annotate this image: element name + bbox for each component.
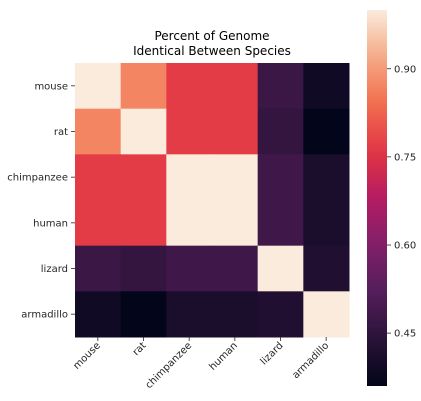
heatmap-cell-lizard-armadillo bbox=[303, 245, 350, 292]
heatmap-cell-chimpanzee-human bbox=[212, 154, 259, 201]
heatmap-cell-mouse-human bbox=[212, 63, 259, 110]
heatmap-cell-lizard-mouse bbox=[75, 245, 122, 292]
y-tick-label: armadillo bbox=[21, 310, 68, 321]
heatmap-cell-mouse-chimpanzee bbox=[166, 63, 213, 110]
heatmap-cell-chimpanzee-lizard bbox=[257, 154, 304, 201]
x-tick-label: human bbox=[208, 340, 240, 372]
heatmap-cell-human-mouse bbox=[75, 200, 122, 247]
heatmap-cell-armadillo-chimpanzee bbox=[166, 291, 213, 338]
heatmap-cell-rat-human bbox=[212, 108, 259, 155]
heatmap-cell-rat-lizard bbox=[257, 108, 304, 155]
heatmap-cell-rat-chimpanzee bbox=[166, 108, 213, 155]
heatmap-cell-human-chimpanzee bbox=[166, 200, 213, 247]
y-tick-label: chimpanzee bbox=[7, 173, 68, 184]
heatmap-cell-armadillo-lizard bbox=[257, 291, 304, 338]
heatmap-cell-lizard-rat bbox=[120, 245, 167, 292]
heatmap-cell-human-rat bbox=[120, 200, 167, 247]
heatmap-cell-chimpanzee-chimpanzee bbox=[166, 154, 213, 201]
colorbar-tick-label: 0.90 bbox=[394, 64, 416, 75]
heatmap-cell-lizard-lizard bbox=[257, 245, 304, 292]
heatmap-cell-mouse-rat bbox=[120, 63, 167, 110]
heatmap-cell-armadillo-rat bbox=[120, 291, 167, 338]
heatmap-cell-rat-rat bbox=[120, 108, 167, 155]
y-tick-label: human bbox=[33, 218, 68, 229]
heatmap-cells bbox=[75, 63, 350, 338]
heatmap-cell-armadillo-mouse bbox=[75, 291, 122, 338]
x-tick-label: lizard bbox=[259, 340, 286, 367]
heatmap-cell-chimpanzee-rat bbox=[120, 154, 167, 201]
heatmap-cell-rat-mouse bbox=[75, 108, 122, 155]
heatmap-cell-armadillo-armadillo bbox=[303, 291, 350, 338]
colorbar-tick-label: 0.75 bbox=[394, 152, 416, 163]
x-tick-label: mouse bbox=[71, 340, 103, 372]
heatmap-cell-chimpanzee-mouse bbox=[75, 154, 122, 201]
y-tick-label: lizard bbox=[41, 264, 68, 275]
heatmap-cell-human-lizard bbox=[257, 200, 304, 247]
heatmap-cell-rat-armadillo bbox=[303, 108, 350, 155]
colorbar-tick-label: 0.45 bbox=[394, 329, 416, 340]
heatmap-cell-human-armadillo bbox=[303, 200, 350, 247]
colorbar bbox=[367, 10, 387, 386]
y-tick-label: mouse bbox=[34, 81, 68, 92]
chart-title-line-2: Identical Between Species bbox=[133, 44, 291, 58]
colorbar-ticks: 0.45 0.60 0.75 0.90 bbox=[387, 64, 416, 340]
heatmap-cell-human-human bbox=[212, 200, 259, 247]
y-tick-label: rat bbox=[54, 127, 68, 138]
x-tick-label: rat bbox=[131, 340, 149, 358]
heatmap-cell-mouse-mouse bbox=[75, 63, 122, 110]
heatmap-cell-armadillo-human bbox=[212, 291, 259, 338]
heatmap-cell-mouse-armadillo bbox=[303, 63, 350, 110]
x-tick-label: armadillo bbox=[290, 340, 331, 381]
heatmap-cell-chimpanzee-armadillo bbox=[303, 154, 350, 201]
y-axis: mouse rat chimpanzee human lizard armadillo bbox=[7, 81, 75, 321]
heatmap-cell-lizard-human bbox=[212, 245, 259, 292]
x-tick-label: chimpanzee bbox=[144, 340, 195, 391]
colorbar-tick-label: 0.60 bbox=[394, 241, 416, 252]
chart-title-line-1: Percent of Genome bbox=[154, 29, 269, 43]
heatmap-cell-mouse-lizard bbox=[257, 63, 304, 110]
heatmap-cell-lizard-chimpanzee bbox=[166, 245, 213, 292]
